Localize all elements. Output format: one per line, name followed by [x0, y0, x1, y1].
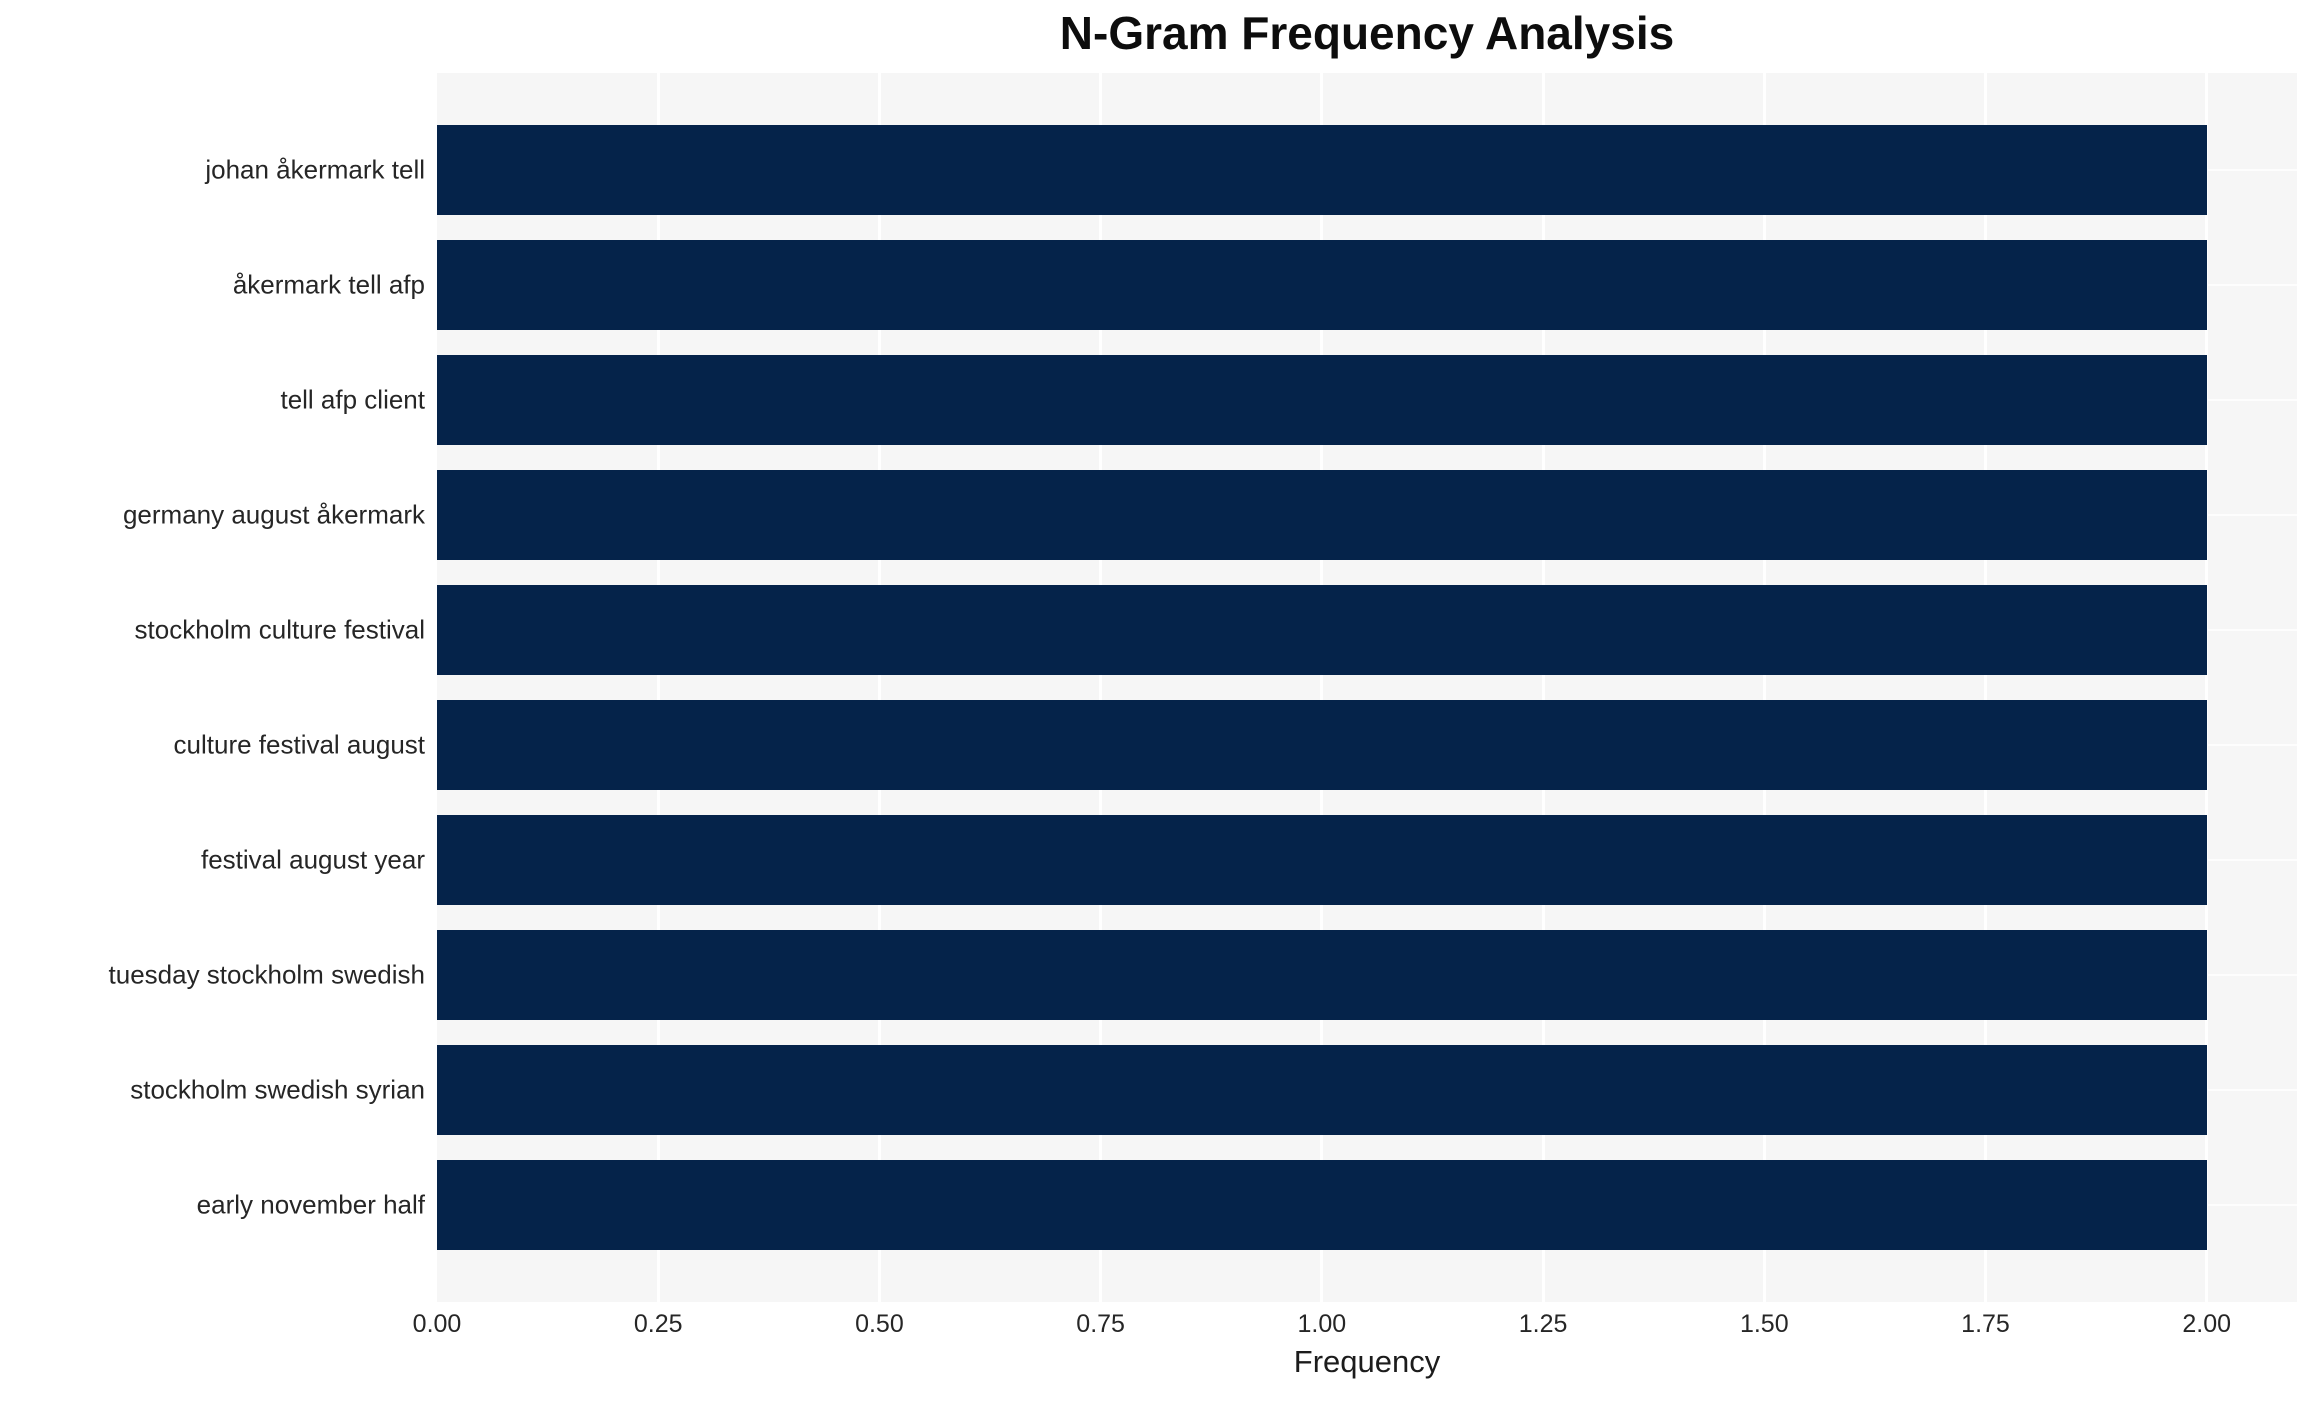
x-tick-label: 0.50 [855, 1310, 904, 1338]
bar [437, 814, 2207, 905]
y-axis-label: stockholm culture festival [134, 614, 425, 645]
bar [437, 585, 2207, 676]
bar [437, 125, 2207, 216]
v-gridline [1541, 73, 1545, 1302]
x-tick-label: 1.25 [1518, 1310, 1568, 1338]
x-tick-label: 1.75 [1961, 1310, 2010, 1338]
v-gridline [877, 73, 881, 1302]
v-gridline [1984, 73, 1988, 1302]
x-tick-label: 2.00 [2182, 1310, 2232, 1338]
x-tick-label: 0.75 [1076, 1310, 1125, 1338]
bar [437, 470, 2207, 561]
bar [437, 1044, 2207, 1135]
x-tick-label: 0.25 [633, 1310, 683, 1338]
y-axis-label: germany august åkermark [122, 499, 425, 530]
x-axis-label: Frequency [1293, 1344, 1441, 1379]
bar [437, 929, 2207, 1020]
bar [437, 240, 2207, 331]
bar [437, 1159, 2207, 1250]
plot-area [437, 73, 2297, 1302]
x-tick-label: 1.00 [1297, 1310, 1347, 1338]
y-axis-label: festival august year [200, 844, 425, 875]
v-gridline [1320, 73, 1324, 1302]
y-axis-label: johan åkermark tell [205, 154, 425, 185]
v-gridline [2205, 73, 2209, 1302]
x-tick-label: 1.50 [1739, 1310, 1789, 1338]
y-axis-label: stockholm swedish syrian [130, 1074, 425, 1105]
y-axis-label: tell afp client [280, 384, 425, 415]
y-axis-label: culture festival august [173, 729, 425, 760]
bar [437, 355, 2207, 446]
chart-title: N-Gram Frequency Analysis [1059, 7, 1675, 59]
v-gridline [1099, 73, 1103, 1302]
v-gridline [656, 73, 660, 1302]
y-axis-label: tuesday stockholm swedish [108, 959, 425, 990]
y-axis-label: early november half [196, 1189, 425, 1220]
bar [437, 699, 2207, 790]
v-gridline [1762, 73, 1766, 1302]
y-axis-label: åkermark tell afp [232, 269, 425, 300]
x-tick-label: 0.00 [412, 1310, 462, 1338]
